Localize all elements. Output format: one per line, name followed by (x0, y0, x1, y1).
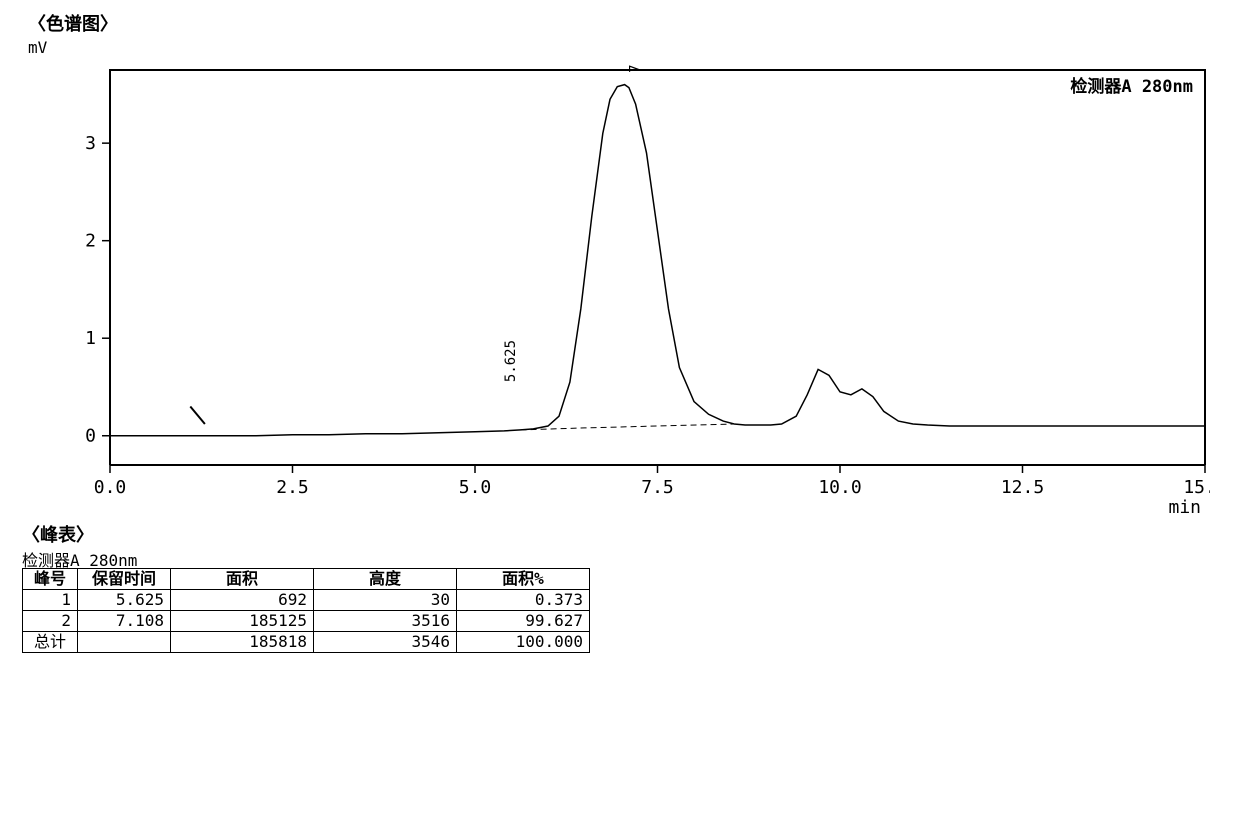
table-row: 27.108185125351699.627 (23, 611, 590, 632)
table-cell: 692 (171, 590, 314, 611)
svg-text:7.108: 7.108 (627, 65, 643, 73)
svg-text:5.0: 5.0 (459, 477, 492, 498)
svg-text:min: min (1168, 497, 1201, 515)
table-row: 15.625692300.373 (23, 590, 590, 611)
peak-table-header-cell: 面积% (457, 569, 590, 590)
peak-table-body: 15.625692300.37327.108185125351699.627总计… (23, 590, 590, 653)
table-cell: 30 (314, 590, 457, 611)
table-cell: 185125 (171, 611, 314, 632)
svg-text:5.625: 5.625 (503, 340, 519, 382)
peak-table: 峰号保留时间面积高度面积% 15.625692300.37327.1081851… (22, 568, 590, 653)
svg-text:2.5: 2.5 (276, 477, 309, 498)
peak-table-header-row: 峰号保留时间面积高度面积% (23, 569, 590, 590)
table-cell: 1 (23, 590, 78, 611)
svg-text:7.5: 7.5 (641, 477, 674, 498)
peak-table-title: 〈峰表〉 (22, 521, 1230, 547)
table-cell: 3516 (314, 611, 457, 632)
chromatogram-chart: 0.0 2.5 5.0 7.5 10.0 12.5 15.0 0 1 2 3 min 检测器A 280n… (10, 65, 1230, 515)
y-axis-unit: mV (28, 38, 1230, 57)
chromatogram-section: 〈色谱图〉 mV 0.0 2.5 5.0 7.5 10.0 12.5 15.0 0 1 2 3 min… (10, 10, 1230, 515)
table-cell: 2 (23, 611, 78, 632)
chromatogram-title: 〈色谱图〉 (28, 10, 1230, 36)
svg-text:0: 0 (85, 426, 96, 447)
table-cell: 185818 (171, 632, 314, 653)
svg-text:3: 3 (85, 133, 96, 154)
table-total-row: 总计 1858183546100.000 (23, 632, 590, 653)
svg-text:2: 2 (85, 231, 96, 252)
peak-table-section: 〈峰表〉 检测器A 280nm 峰号保留时间面积高度面积% 15.6256923… (22, 521, 1230, 653)
table-cell: 7.108 (78, 611, 171, 632)
svg-text:12.5: 12.5 (1001, 477, 1044, 498)
table-cell: 100.000 (457, 632, 590, 653)
svg-text:15.0: 15.0 (1183, 477, 1210, 498)
table-cell (78, 632, 171, 653)
svg-text:0.0: 0.0 (94, 477, 127, 498)
table-cell: 0.373 (457, 590, 590, 611)
peak-table-header-cell: 保留时间 (78, 569, 171, 590)
peak-table-header-cell: 高度 (314, 569, 457, 590)
table-total-label: 总计 (23, 632, 78, 653)
svg-text:1: 1 (85, 328, 96, 349)
svg-text:检测器A 280nm: 检测器A 280nm (1070, 76, 1193, 97)
svg-text:10.0: 10.0 (818, 477, 861, 498)
table-cell: 99.627 (457, 611, 590, 632)
table-cell: 5.625 (78, 590, 171, 611)
table-cell: 3546 (314, 632, 457, 653)
peak-table-header-cell: 面积 (171, 569, 314, 590)
chromatogram-svg: 0.0 2.5 5.0 7.5 10.0 12.5 15.0 0 1 2 3 min 检测器A 280n… (10, 65, 1210, 515)
peak-table-header-cell: 峰号 (23, 569, 78, 590)
